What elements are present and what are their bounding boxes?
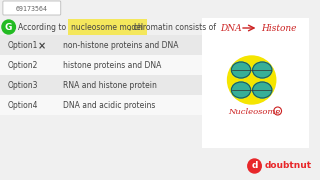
Circle shape [2, 20, 15, 34]
Text: , chromatin consists of: , chromatin consists of [129, 22, 216, 32]
Text: DNA: DNA [220, 24, 242, 33]
Bar [203, 18, 308, 148]
Text: RNA and histone protein: RNA and histone protein [63, 80, 156, 89]
Text: Option1: Option1 [8, 40, 38, 50]
Ellipse shape [231, 82, 251, 98]
Ellipse shape [252, 62, 272, 78]
Text: DNA and acidic proteins: DNA and acidic proteins [63, 100, 155, 109]
Ellipse shape [231, 62, 251, 78]
Bar [0, 75, 203, 95]
Text: non-histone proteins and DNA: non-histone proteins and DNA [63, 40, 178, 50]
Text: Option4: Option4 [8, 100, 38, 109]
Text: Option2: Option2 [8, 60, 38, 69]
Text: histone proteins and DNA: histone proteins and DNA [63, 60, 161, 69]
Text: G: G [5, 23, 12, 32]
Text: According to: According to [18, 22, 69, 32]
Text: Nucleosome: Nucleosome [228, 108, 281, 116]
Text: ×: × [37, 41, 45, 51]
Text: Histone: Histone [261, 24, 297, 33]
Text: c: c [276, 109, 279, 114]
Ellipse shape [228, 56, 276, 104]
Ellipse shape [252, 82, 272, 98]
Text: 69173564: 69173564 [16, 6, 48, 12]
Text: d: d [251, 161, 258, 170]
Bar [0, 35, 203, 55]
FancyBboxPatch shape [3, 1, 61, 15]
Bar [0, 95, 203, 115]
Text: nucleosome model: nucleosome model [71, 22, 143, 32]
Text: Option3: Option3 [8, 80, 38, 89]
Circle shape [248, 159, 261, 173]
Bar [0, 55, 203, 75]
Text: doubtnut: doubtnut [264, 161, 311, 170]
